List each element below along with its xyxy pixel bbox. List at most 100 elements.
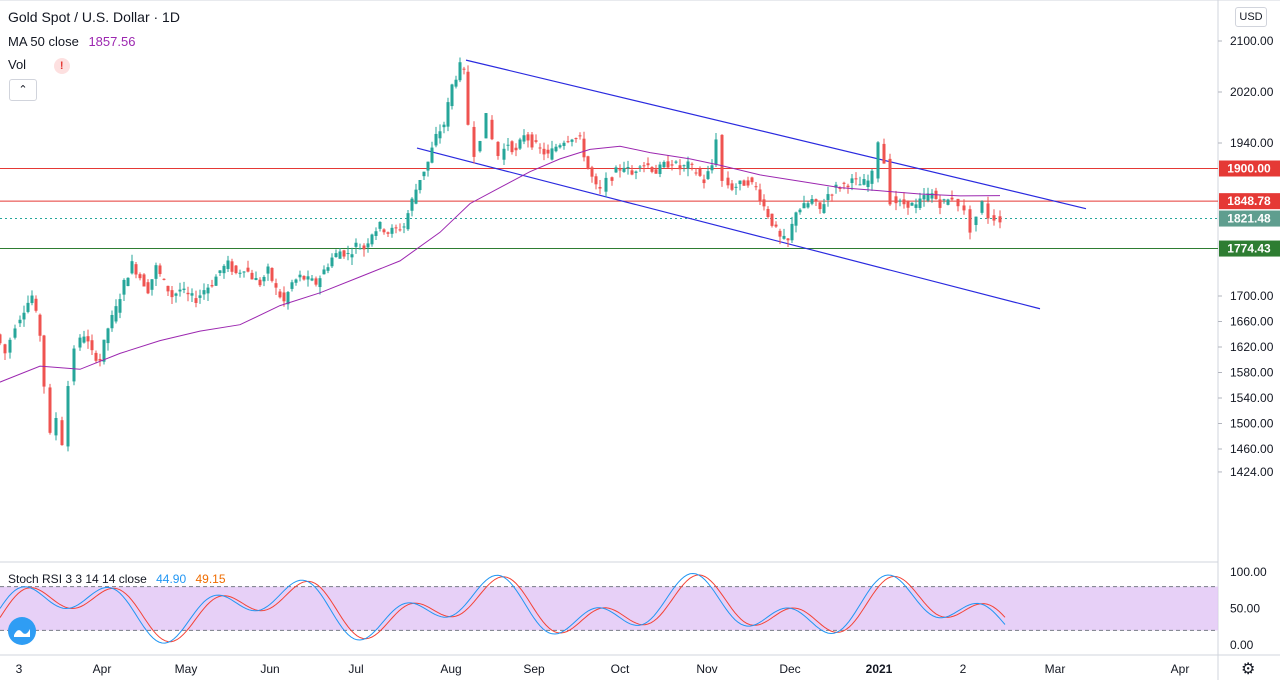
candle-body (190, 293, 194, 296)
candle-body (170, 290, 174, 298)
stoch-legend: Stoch RSI 3 3 14 14 close 44.90 49.15 (8, 572, 232, 586)
candle-body (226, 260, 230, 269)
candle-body (0, 334, 2, 344)
candle-body (774, 224, 778, 227)
x-tick-label: 3 (16, 662, 23, 676)
candle-body (750, 177, 754, 183)
candle-body (666, 161, 670, 168)
channel-upper-line (465, 59, 1087, 210)
candle-body (634, 171, 638, 173)
warning-icon[interactable]: ! (53, 58, 70, 74)
candle-body (278, 291, 282, 298)
candle-body (426, 161, 430, 171)
y-tick-label: 1580.00 (1230, 366, 1274, 380)
candle-body (778, 230, 782, 237)
candle-body (826, 194, 830, 200)
candle-body (30, 295, 34, 304)
candle-body (126, 277, 130, 287)
candle-body (472, 126, 476, 157)
candle-body (154, 265, 158, 279)
candle-body (314, 278, 318, 285)
ma-label[interactable]: MA 50 close (8, 34, 79, 49)
candle-body (386, 232, 390, 234)
candle-body (8, 339, 12, 353)
candle-body (522, 135, 526, 142)
candle-body (630, 170, 634, 175)
candle-body (566, 141, 570, 143)
candle-body (710, 165, 714, 171)
candle-body (114, 306, 118, 322)
candle-body (870, 170, 874, 184)
candle-body (60, 420, 64, 446)
tradingview-logo-icon[interactable] (8, 617, 36, 645)
collapse-legend-button[interactable]: ⌃ (9, 79, 37, 101)
candle-body (48, 387, 52, 433)
candle-body (198, 295, 202, 298)
candle-body (642, 165, 646, 167)
candle-body (698, 168, 702, 176)
candle-body (442, 124, 446, 128)
candle-body (930, 193, 934, 199)
y-tick-label: 1940.00 (1230, 136, 1274, 150)
candle-body (922, 195, 926, 200)
candle-body (910, 202, 914, 206)
candle-body (42, 335, 46, 387)
candle-body (478, 141, 482, 152)
candle-body (814, 199, 818, 202)
candle-body (980, 201, 984, 213)
candle-body (390, 227, 394, 234)
currency-button[interactable]: USD (1235, 7, 1267, 27)
candle-body (166, 285, 170, 292)
settings-gear-icon[interactable]: ⚙ (1241, 661, 1256, 678)
candle-body (956, 198, 960, 207)
candle-body (270, 267, 274, 281)
candle-body (554, 146, 558, 152)
candle-body (266, 266, 270, 274)
candle-body (558, 145, 562, 148)
candle-body (678, 165, 682, 170)
candle-body (484, 113, 488, 139)
candle-body (968, 209, 972, 233)
candle-body (882, 143, 886, 164)
ma50-line (0, 145, 1001, 383)
candle-body (106, 328, 110, 344)
candle-body (330, 257, 334, 267)
candle-body (366, 243, 370, 248)
candle-body (670, 164, 674, 166)
candle-body (690, 163, 694, 165)
candle-body (902, 199, 906, 205)
price-label-1774: 1774.43 (1219, 240, 1280, 257)
candle-body (604, 177, 608, 192)
y-tick-label: 2020.00 (1230, 85, 1274, 99)
candle-body (434, 133, 438, 146)
candle-body (838, 187, 842, 189)
candle-body (542, 148, 546, 155)
candle-body (182, 288, 186, 290)
symbol-title[interactable]: Gold Spot / U.S. Dollar · 1D (8, 9, 180, 25)
candle-body (222, 265, 226, 274)
candle-body (646, 163, 650, 166)
candle-body (290, 282, 294, 289)
candle-body (13, 328, 17, 338)
candle-body (418, 179, 422, 191)
candle-body (706, 171, 710, 179)
candle-body (206, 287, 210, 294)
y-tick-label: 2100.00 (1230, 34, 1274, 48)
candle-body (438, 131, 442, 139)
y-tick-label: 1500.00 (1230, 417, 1274, 431)
candle-body (298, 274, 302, 278)
candle-body (694, 172, 698, 174)
candle-body (466, 71, 470, 125)
vol-label[interactable]: Vol (8, 57, 27, 72)
price-label-box (1219, 193, 1280, 210)
price-label-text: 1774.43 (1227, 242, 1271, 256)
candles (0, 57, 1002, 452)
x-tick-label: Aug (440, 662, 461, 676)
candle-body (414, 189, 418, 204)
candle-body (406, 213, 410, 230)
channel-lower-line (416, 147, 1041, 310)
stoch-label[interactable]: Stoch RSI 3 3 14 14 close (8, 572, 147, 586)
candle-body (82, 336, 86, 343)
